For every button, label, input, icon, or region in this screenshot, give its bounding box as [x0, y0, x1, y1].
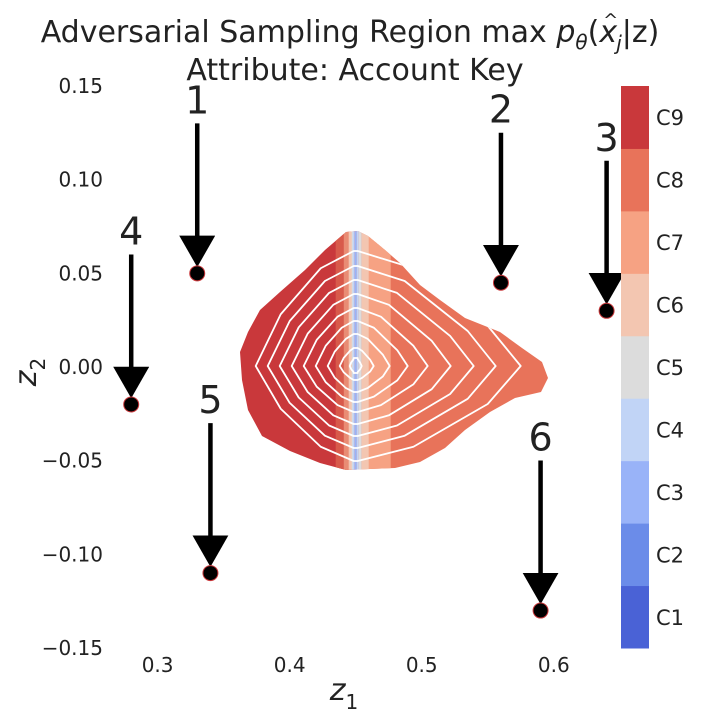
point-label: 2 — [489, 88, 513, 132]
density-contour — [314, 320, 409, 403]
sample-point — [492, 274, 509, 291]
colorbar-segment — [621, 273, 649, 337]
point-label: 6 — [528, 416, 552, 460]
colorbar-label: C2 — [656, 543, 684, 567]
colorbar-segment — [621, 585, 649, 649]
x-tick-label: 0.5 — [406, 653, 438, 677]
sample-point — [598, 302, 615, 319]
point-label: 1 — [185, 78, 209, 122]
sample-point — [123, 396, 140, 413]
x-axis-label: z1 — [329, 673, 358, 714]
sample-points: 1 2 3 4 5 6 — [113, 78, 625, 619]
y-tick-label: −0.15 — [42, 636, 103, 660]
colorbar-segment — [621, 460, 649, 524]
colorbar-segment — [621, 148, 649, 212]
density-contour — [326, 333, 391, 393]
sample-point — [532, 602, 549, 619]
y-tick-label: −0.05 — [42, 449, 103, 473]
y-axis-ticks: 0.15 0.10 0.05 0.00 −0.05 −0.10 −0.15 — [42, 74, 103, 660]
x-tick-label: 0.6 — [538, 653, 570, 677]
colorbar-label: C9 — [656, 106, 684, 130]
boundary-band — [361, 231, 370, 470]
y-tick-label: 0.15 — [58, 74, 103, 98]
x-tick-label: 0.4 — [274, 653, 306, 677]
sample-point — [189, 265, 206, 282]
point-label: 3 — [595, 116, 619, 160]
y-tick-label: 0.05 — [58, 261, 103, 285]
colorbar-segment — [621, 523, 649, 587]
left-class-fill — [240, 231, 356, 470]
colorbar-segment — [621, 86, 649, 149]
colorbar-label: C6 — [656, 294, 684, 318]
point-label: 4 — [119, 209, 143, 253]
colorbar-label: C5 — [656, 356, 684, 380]
y-tick-label: 0.00 — [58, 355, 103, 379]
density-contour — [348, 357, 363, 374]
colorbar-label: C1 — [656, 606, 684, 630]
y-axis-label: z2 — [9, 358, 50, 387]
boundary-band — [356, 231, 359, 470]
colorbar-segment — [621, 398, 649, 462]
chart-title: Adversarial Sampling Region max pθ(x^ j|z… — [41, 10, 660, 55]
colorbar-label: C3 — [656, 481, 684, 505]
colorbar-segment — [621, 210, 649, 274]
colorbar-label: C4 — [656, 418, 684, 442]
density-contour — [266, 265, 497, 449]
x-axis-ticks: 0.3 0.4 0.5 0.6 — [142, 653, 570, 677]
chart-subtitle: Attribute: Account Key — [186, 53, 523, 88]
boundary-band — [354, 231, 357, 470]
colorbar-label: C8 — [656, 169, 684, 193]
boundary-band — [335, 231, 344, 470]
colorbar: C1 C2 C3 C4 C5 C6 C7 C8 C9 — [621, 86, 684, 649]
y-tick-label: −0.10 — [42, 542, 103, 566]
density-contour — [302, 307, 429, 413]
y-tick-label: 0.10 — [58, 168, 103, 192]
density-contour — [278, 279, 475, 437]
x-tick-label: 0.3 — [142, 653, 174, 677]
sample-point — [202, 565, 219, 582]
colorbar-label: C7 — [656, 231, 684, 255]
boundary-band — [352, 231, 355, 470]
density-contour — [254, 250, 522, 462]
boundary-band — [343, 231, 350, 470]
density-contour — [338, 347, 375, 381]
density-contour — [290, 293, 452, 425]
colorbar-segment — [621, 335, 649, 399]
point-label: 5 — [198, 378, 222, 422]
